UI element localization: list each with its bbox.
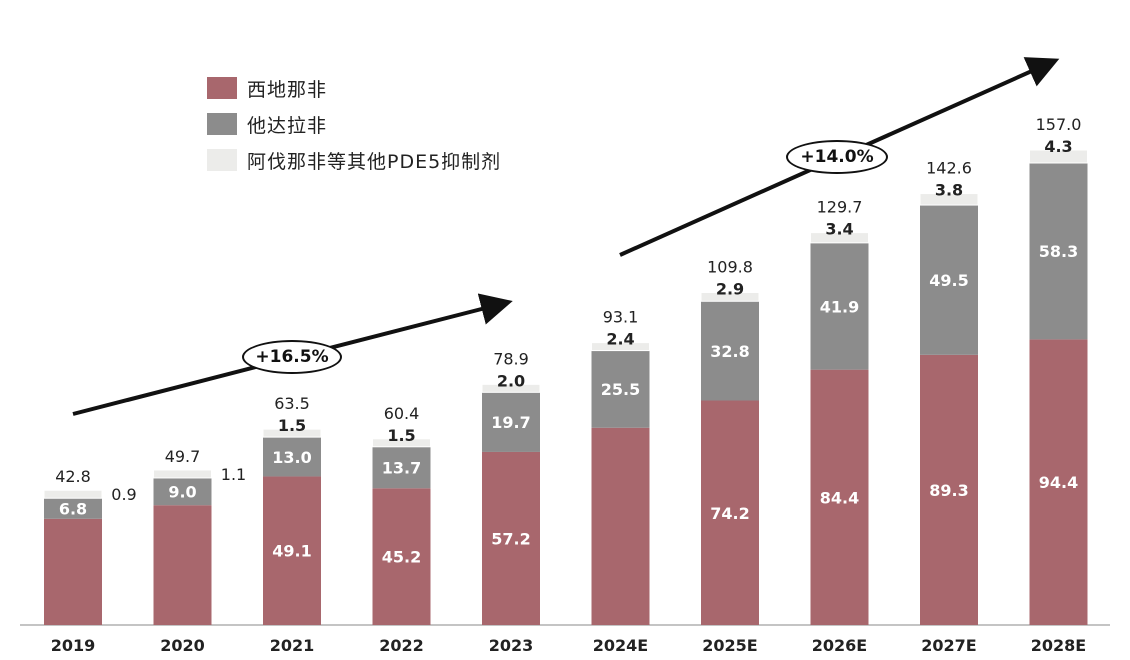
legend-swatch-sildenafil (207, 77, 237, 99)
value-label-sildenafil: 74.2 (710, 504, 749, 523)
bar-others (700, 292, 760, 302)
value-label-sildenafil: 57.2 (491, 529, 530, 548)
bar-tadalafil (1029, 163, 1088, 340)
legend-item-sildenafil: 西地那非 (207, 70, 501, 106)
bar-sildenafil (701, 400, 759, 625)
x-tick-label: 2020 (160, 636, 205, 655)
value-label-tadalafil: 9.0 (168, 483, 196, 502)
x-tick-label: 2027E (921, 636, 976, 655)
value-label-tadalafil: 6.8 (59, 500, 87, 519)
cagr-badge-2019-2023: +16.5% (242, 340, 342, 374)
bar-others (481, 383, 541, 393)
x-tick-label: 2026E (812, 636, 867, 655)
bar-sildenafil (810, 369, 869, 625)
bar-tadalafil (920, 205, 978, 355)
value-label-sildenafil: 94.4 (1039, 473, 1078, 492)
value-label-sildenafil: 84.4 (820, 488, 859, 507)
value-label-sildenafil: 49.1 (272, 542, 311, 561)
bar-sildenafil (372, 488, 431, 625)
value-label-total: 78.9 (493, 349, 529, 368)
value-label-total: 157.0 (1036, 115, 1082, 134)
legend-label-tadalafil: 他达拉非 (247, 114, 328, 137)
bar-tadalafil (263, 437, 321, 477)
bar-others (43, 489, 103, 499)
x-tick-label: 2025E (702, 636, 757, 655)
value-label-tadalafil: 32.8 (710, 342, 749, 361)
bar-tadalafil (372, 446, 431, 489)
x-tick-label: 2024E (593, 636, 648, 655)
bar-sildenafil (920, 354, 978, 625)
value-label-tadalafil: 49.5 (929, 271, 968, 290)
value-label-others: 0.9 (111, 485, 136, 504)
legend-item-others: 阿伐那非等其他PDE5抑制剂 (207, 142, 501, 178)
bar-sildenafil (44, 518, 102, 625)
value-label-others: 1.1 (221, 465, 246, 484)
x-tick-label: 2019 (51, 636, 96, 655)
bar-tadalafil (44, 498, 102, 519)
value-label-total: 93.1 (603, 308, 639, 327)
bar-sildenafil (263, 476, 321, 625)
value-label-total: 42.8 (55, 467, 91, 486)
value-label-others: 1.5 (278, 416, 306, 435)
value-label-tadalafil: 25.5 (601, 380, 640, 399)
value-label-sildenafil: 89.3 (929, 481, 968, 500)
value-label-others: 4.3 (1044, 137, 1072, 156)
value-label-total: 142.6 (926, 159, 972, 178)
x-tick-label: 2022 (379, 636, 424, 655)
value-label-others: 2.4 (606, 330, 634, 349)
legend-label-others: 阿伐那非等其他PDE5抑制剂 (247, 150, 502, 173)
value-label-total: 109.8 (707, 258, 753, 277)
value-label-tadalafil: 13.0 (272, 448, 311, 467)
value-label-others: 3.8 (935, 181, 963, 200)
value-label-total: 60.4 (384, 404, 420, 423)
bar-others (153, 469, 212, 479)
bar-others (810, 232, 869, 244)
bar-tadalafil (153, 477, 212, 506)
bar-others (372, 438, 431, 448)
x-tick-label: 2023 (489, 636, 534, 655)
bar-others (1029, 149, 1088, 164)
value-label-others: 3.4 (825, 220, 853, 239)
cagr-badge-2024-2028: +14.0% (786, 140, 888, 174)
bar-sildenafil (1029, 339, 1088, 625)
legend: 西地那非 他达拉非 阿伐那非等其他PDE5抑制剂 (207, 70, 501, 178)
bar-tadalafil (701, 301, 759, 401)
bar-sildenafil (153, 505, 212, 625)
legend-swatch-tadalafil (207, 113, 237, 135)
legend-swatch-others (207, 149, 237, 171)
bar-tadalafil (810, 242, 869, 370)
x-tick-label: 2021 (270, 636, 315, 655)
value-label-total: 129.7 (817, 198, 863, 217)
bar-sildenafil (591, 427, 650, 625)
value-label-tadalafil: 13.7 (382, 459, 421, 478)
value-label-others: 2.0 (497, 371, 525, 390)
value-label-sildenafil: 45.2 (382, 548, 421, 567)
legend-label-sildenafil: 西地那非 (247, 78, 328, 101)
value-label-others: 2.9 (716, 280, 744, 299)
x-tick-label: 2028E (1031, 636, 1086, 655)
legend-item-tadalafil: 他达拉非 (207, 106, 501, 142)
bar-tadalafil (591, 350, 650, 428)
value-label-tadalafil: 19.7 (491, 413, 530, 432)
bar-tadalafil (482, 392, 540, 452)
bar-others (262, 428, 322, 438)
value-label-tadalafil: 41.9 (820, 297, 859, 316)
value-label-total: 49.7 (165, 447, 201, 466)
bar-sildenafil (482, 451, 540, 625)
bar-others (591, 342, 650, 352)
value-label-tadalafil: 58.3 (1039, 242, 1078, 261)
bar-others (919, 193, 979, 206)
value-label-others: 1.5 (387, 426, 415, 445)
value-label-total: 63.5 (274, 394, 310, 413)
